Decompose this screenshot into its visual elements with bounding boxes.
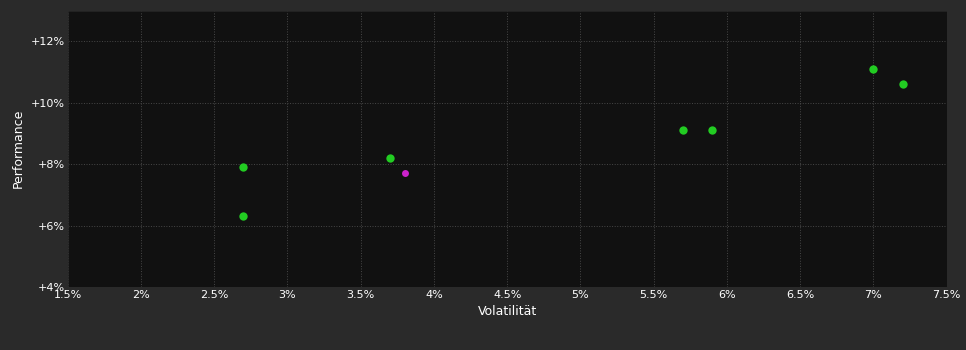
Y-axis label: Performance: Performance [13, 109, 25, 188]
X-axis label: Volatilität: Volatilität [477, 305, 537, 318]
